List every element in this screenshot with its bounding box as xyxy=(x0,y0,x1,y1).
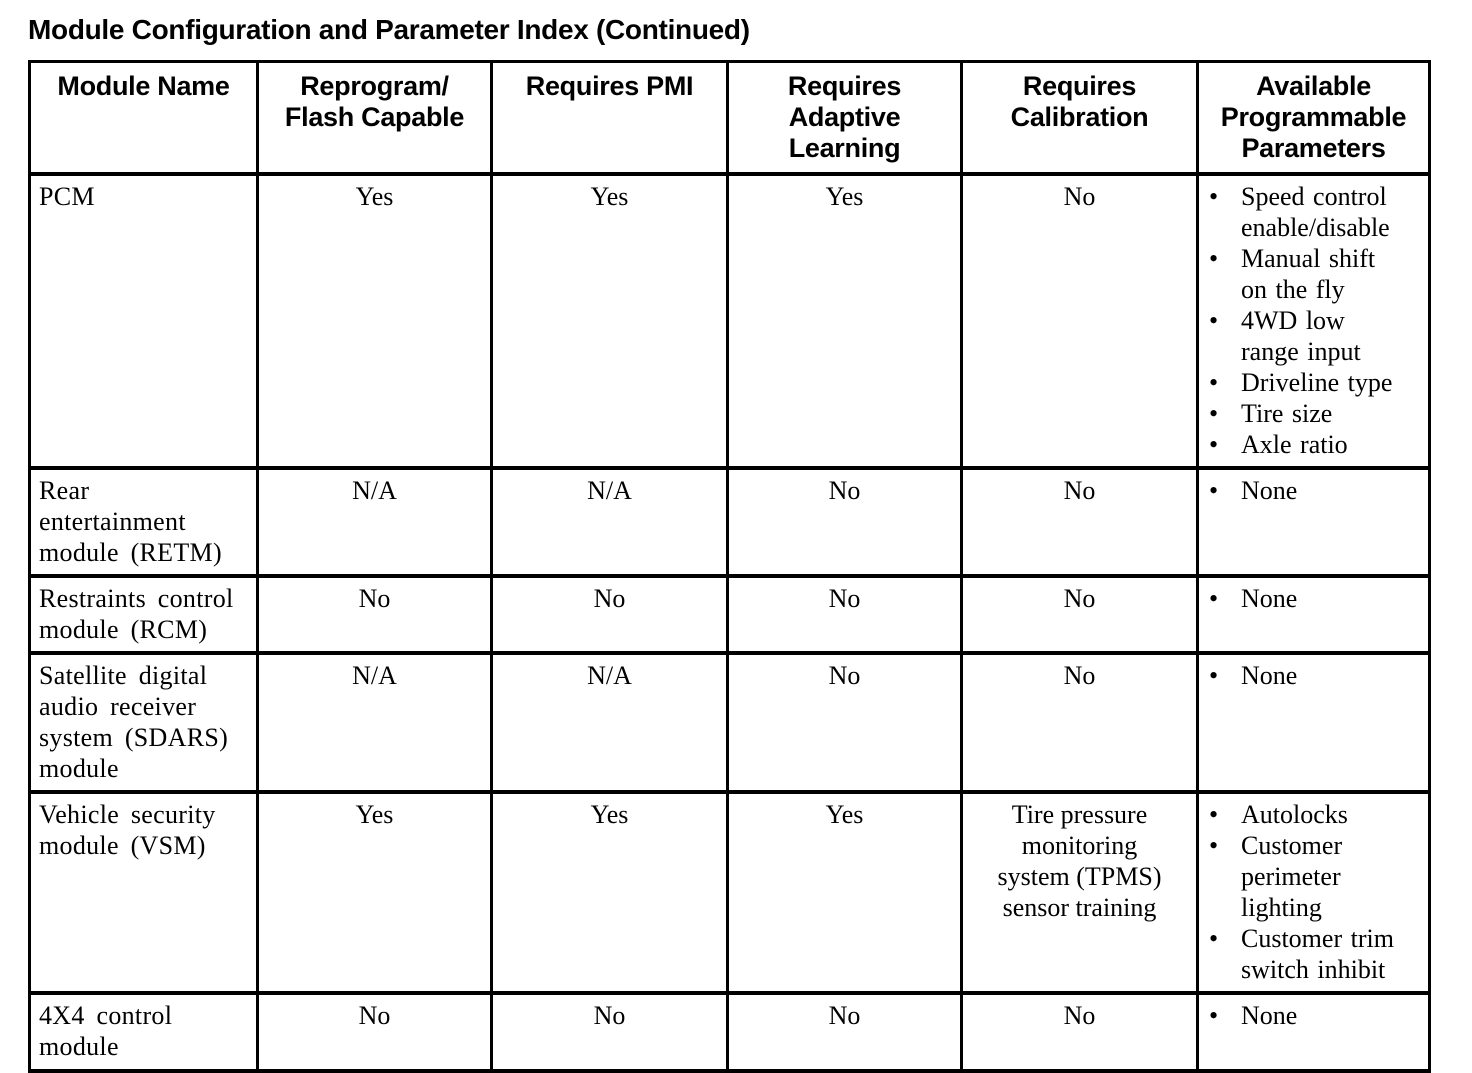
requires-adaptive-learning-cell: No xyxy=(726,991,963,1073)
parameter-list: None xyxy=(1209,1000,1424,1031)
module-name-cell: Rear entertainment module (RETM) xyxy=(28,466,259,578)
reprogram-flash-capable-cell: Yes xyxy=(256,790,493,995)
available-programmable-parameters-cell: Speed control enable/disableManual shift… xyxy=(1196,172,1431,470)
module-name-cell: Vehicle security module (VSM) xyxy=(28,790,259,995)
reprogram-flash-capable-cell: No xyxy=(256,991,493,1073)
requires-pmi-cell: No xyxy=(490,991,729,1073)
parameter-item: Manual shift on the fly xyxy=(1209,243,1424,305)
parameter-list: None xyxy=(1209,583,1424,614)
available-programmable-parameters-cell: None xyxy=(1196,651,1431,794)
parameter-item: None xyxy=(1209,475,1424,506)
reprogram-flash-capable-cell: N/A xyxy=(256,466,493,578)
parameter-item: None xyxy=(1209,1000,1424,1031)
col-header-available-programmable-parameters: Available Programmable Parameters xyxy=(1196,60,1431,176)
page-title: Module Configuration and Parameter Index… xyxy=(28,14,750,45)
table-row: PCMYesYesYesNoSpeed control enable/disab… xyxy=(28,172,1431,470)
table-row: 4X4 control moduleNoNoNoNoNone xyxy=(28,991,1431,1073)
available-programmable-parameters-cell: None xyxy=(1196,991,1431,1073)
parameter-list: None xyxy=(1209,475,1424,506)
requires-calibration-cell: No xyxy=(960,172,1199,470)
col-header-requires-calibration: Requires Calibration xyxy=(960,60,1199,176)
table-row: Restraints control module (RCM)NoNoNoNoN… xyxy=(28,574,1431,655)
parameter-item: Driveline type xyxy=(1209,367,1424,398)
parameter-item: Tire size xyxy=(1209,398,1424,429)
requires-adaptive-learning-cell: No xyxy=(726,466,963,578)
reprogram-flash-capable-cell: Yes xyxy=(256,172,493,470)
parameter-list: AutolocksCustomer perimeter lightingCust… xyxy=(1209,799,1424,985)
parameter-list: Speed control enable/disableManual shift… xyxy=(1209,181,1424,460)
header-row: Module Name Reprogram/ Flash Capable Req… xyxy=(28,60,1431,176)
parameter-item: Speed control enable/disable xyxy=(1209,181,1424,243)
parameter-item: Customer perimeter lighting xyxy=(1209,830,1424,923)
reprogram-flash-capable-cell: No xyxy=(256,574,493,655)
requires-calibration-cell: No xyxy=(960,651,1199,794)
module-name-cell: Restraints control module (RCM) xyxy=(28,574,259,655)
table-row: Satellite digital audio receiver system … xyxy=(28,651,1431,794)
parameter-item: 4WD low range input xyxy=(1209,305,1424,367)
reprogram-flash-capable-cell: N/A xyxy=(256,651,493,794)
requires-calibration-cell: No xyxy=(960,574,1199,655)
parameter-list: None xyxy=(1209,660,1424,691)
parameter-item: Customer trim switch inhibit xyxy=(1209,923,1424,985)
document-page: Module Configuration and Parameter Index… xyxy=(28,14,1431,1073)
table-row: Vehicle security module (VSM) Yes Yes Yes Ti… xyxy=(28,790,1431,995)
parameter-item: None xyxy=(1209,660,1424,691)
module-name-cell: 4X4 control module xyxy=(28,991,259,1073)
requires-adaptive-learning-cell: No xyxy=(726,651,963,794)
requires-pmi-cell: Yes xyxy=(490,172,729,470)
requires-calibration-cell: No xyxy=(960,466,1199,578)
available-programmable-parameters-cell: None xyxy=(1196,574,1431,655)
requires-calibration-cell: No xyxy=(960,991,1199,1073)
table-row: Rear entertainment module (RETM) N/A N/A No… xyxy=(28,466,1431,578)
col-header-requires-adaptive-learning: Requires Adaptive Learning xyxy=(726,60,963,176)
parameter-item: Autolocks xyxy=(1209,799,1424,830)
col-header-requires-pmi: Requires PMI xyxy=(490,60,729,176)
available-programmable-parameters-cell: AutolocksCustomer perimeter lightingCust… xyxy=(1196,790,1431,995)
requires-pmi-cell: No xyxy=(490,574,729,655)
requires-pmi-cell: Yes xyxy=(490,790,729,995)
module-name-cell: PCM xyxy=(28,172,259,470)
parameter-item: None xyxy=(1209,583,1424,614)
requires-adaptive-learning-cell: No xyxy=(726,574,963,655)
requires-adaptive-learning-cell: Yes xyxy=(726,790,963,995)
module-name-cell: Satellite digital audio receiver system … xyxy=(28,651,259,794)
col-header-module-name: Module Name xyxy=(28,60,259,176)
requires-pmi-cell: N/A xyxy=(490,651,729,794)
available-programmable-parameters-cell: None xyxy=(1196,466,1431,578)
module-config-table: Module Name Reprogram/ Flash Capable Req… xyxy=(28,60,1431,1073)
col-header-reprogram-flash-capable: Reprogram/ Flash Capable xyxy=(256,60,493,176)
parameter-item: Axle ratio xyxy=(1209,429,1424,460)
requires-adaptive-learning-cell: Yes xyxy=(726,172,963,470)
requires-calibration-cell: Tire pressure monitoring system (TPMS) s… xyxy=(960,790,1199,995)
requires-pmi-cell: N/A xyxy=(490,466,729,578)
